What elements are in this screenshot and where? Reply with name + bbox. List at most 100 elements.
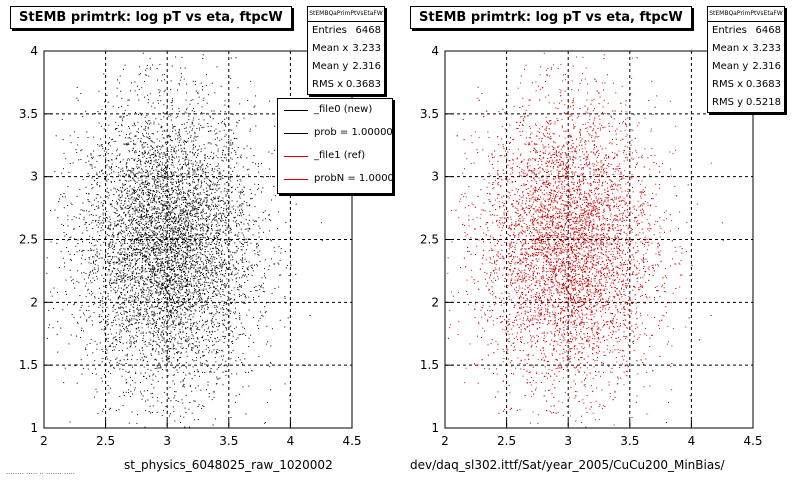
data-point: [192, 249, 194, 250]
data-point: [201, 214, 203, 216]
data-point: [191, 285, 193, 287]
data-point: [198, 404, 200, 406]
data-point: [127, 249, 129, 251]
data-point: [133, 189, 135, 191]
data-point: [181, 237, 183, 239]
data-point: [139, 313, 141, 315]
data-point: [73, 228, 75, 230]
data-point: [114, 276, 116, 278]
data-point: [208, 278, 210, 280]
data-point: [197, 201, 199, 203]
data-point: [97, 271, 98, 273]
data-point: [170, 228, 172, 230]
data-point: [201, 181, 203, 183]
data-point: [156, 280, 158, 282]
data-point: [108, 194, 110, 196]
data-point: [114, 246, 116, 247]
data-point: [127, 212, 129, 214]
data-point: [142, 144, 144, 146]
data-point: [133, 240, 135, 242]
data-point: [198, 295, 200, 297]
data-point: [181, 263, 183, 265]
data-point: [194, 249, 196, 251]
data-point: [168, 348, 170, 350]
data-point: [149, 268, 151, 270]
data-point: [195, 261, 197, 263]
data-point: [191, 348, 193, 350]
data-point: [225, 194, 227, 196]
data-point: [166, 183, 168, 185]
data-point: [185, 237, 187, 239]
data-point: [104, 217, 106, 219]
data-point: [206, 331, 208, 332]
data-point: [191, 123, 193, 125]
data-point: [92, 269, 94, 271]
data-point: [123, 391, 124, 393]
data-point: [137, 253, 139, 255]
data-point: [105, 339, 107, 341]
data-point: [188, 290, 190, 292]
data-point: [117, 220, 119, 222]
data-point: [107, 292, 109, 294]
data-point: [218, 255, 220, 257]
data-point: [185, 263, 187, 265]
data-point: [122, 261, 124, 263]
data-point: [183, 297, 185, 299]
data-point: [168, 230, 170, 231]
data-point: [183, 191, 185, 193]
data-point: [159, 268, 161, 270]
data-point: [210, 130, 212, 132]
data-point: [131, 255, 133, 257]
data-point: [193, 113, 195, 115]
data-point: [125, 214, 127, 215]
data-point: [180, 274, 182, 276]
data-point: [94, 263, 96, 265]
data-point: [196, 323, 198, 325]
data-point: [125, 379, 127, 381]
data-point: [123, 310, 125, 312]
data-point: [210, 297, 212, 299]
data-point: [224, 201, 226, 203]
data-point: [222, 231, 224, 233]
data-point: [166, 213, 168, 215]
data-point: [122, 218, 124, 220]
data-point: [180, 213, 182, 215]
data-point: [158, 262, 160, 264]
data-point: [142, 217, 143, 219]
data-point: [221, 159, 223, 161]
data-point: [171, 265, 173, 267]
data-point: [94, 360, 96, 362]
data-point: [169, 211, 171, 213]
data-point: [192, 305, 194, 307]
data-point: [156, 411, 158, 413]
data-point: [162, 170, 164, 172]
data-point: [223, 304, 225, 306]
data-point: [223, 190, 225, 192]
data-point: [162, 241, 164, 243]
data-point: [141, 144, 143, 146]
data-point: [192, 347, 194, 349]
data-point: [175, 262, 177, 264]
data-point: [139, 112, 141, 114]
data-point: [182, 302, 184, 303]
data-point: [124, 112, 126, 114]
data-point: [85, 193, 87, 194]
data-point: [81, 373, 83, 375]
data-point: [110, 278, 112, 280]
data-point: [242, 326, 244, 328]
data-point: [197, 301, 199, 302]
data-point: [118, 409, 120, 411]
data-point: [206, 194, 208, 195]
data-point: [156, 190, 158, 192]
data-point: [129, 384, 131, 386]
data-point: [199, 234, 201, 236]
data-point: [112, 176, 114, 178]
data-point: [194, 170, 196, 172]
data-point: [162, 283, 164, 285]
data-point: [163, 290, 165, 292]
data-point: [165, 172, 167, 174]
data-point: [185, 366, 187, 368]
data-point: [228, 200, 230, 202]
data-point: [168, 311, 170, 312]
data-point: [174, 280, 176, 282]
